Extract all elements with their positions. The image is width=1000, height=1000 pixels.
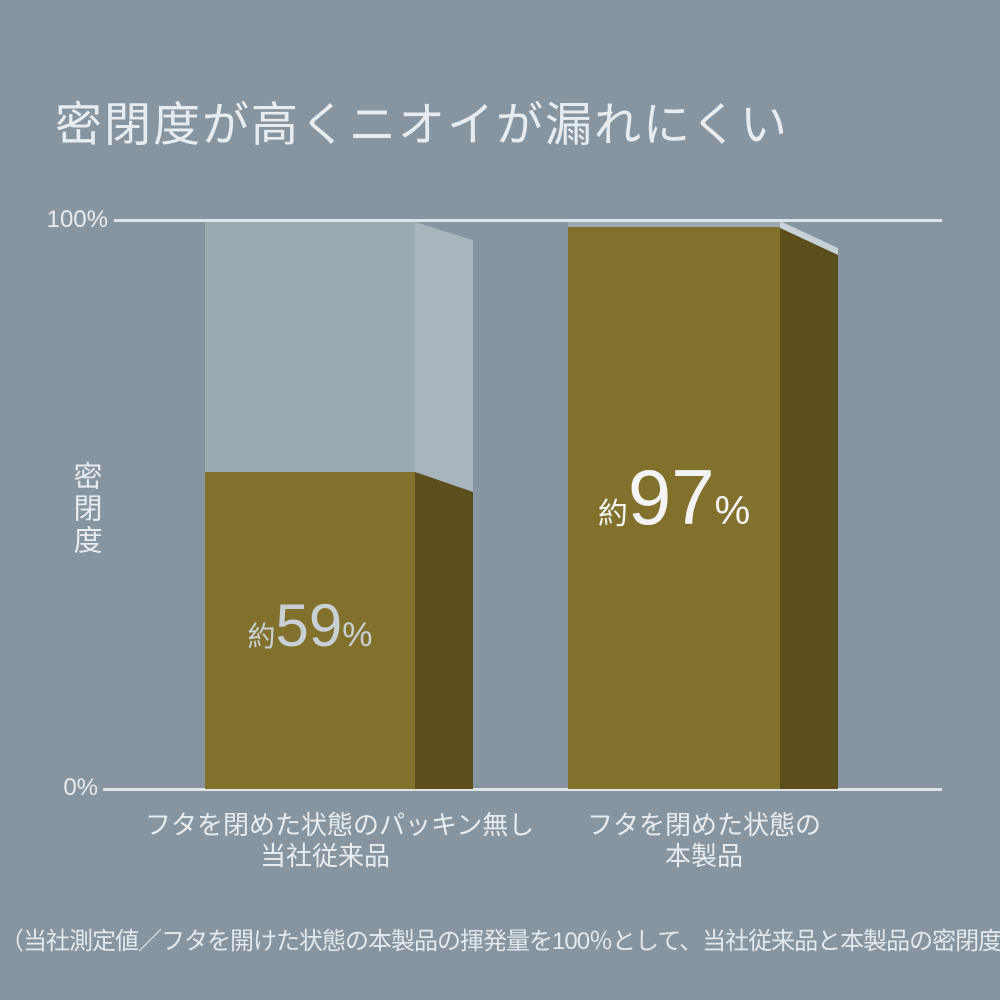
category-label-conventional: フタを閉めた状態のパッキン無し 当社従来品 — [145, 810, 535, 872]
bar-conventional-rest-front — [205, 222, 415, 472]
y-axis-label: 密閉度 — [69, 461, 101, 557]
bar-conventional-rest-side — [415, 222, 473, 492]
value-unit: % — [714, 489, 751, 533]
bar-conventional-fill-front — [205, 472, 415, 789]
category-label-line1: フタを閉めた状態のパッキン無し — [145, 810, 535, 840]
bar-conventional-fill-side — [415, 472, 473, 789]
value-prefix: 約 — [247, 621, 276, 652]
bar-product-rest-sliver — [780, 221, 838, 255]
category-label-line1: フタを閉めた状態の — [586, 810, 821, 840]
value-number: 97 — [627, 453, 715, 541]
gridline-100pct — [114, 219, 942, 222]
bar-product-fill-side — [780, 228, 838, 789]
value-label-product: 約 97% — [568, 458, 780, 536]
value-label-conventional: 約 59% — [205, 596, 415, 656]
category-label-product: フタを閉めた状態の 本製品 — [524, 810, 884, 872]
page-title: 密閉度が高くニオイが漏れにくい — [55, 98, 790, 151]
footnote: （当社測定値／フタを開けた状態の本製品の揮発量を100％として、当社従来品と本製… — [0, 928, 1000, 955]
category-label-line2: 当社従来品 — [259, 841, 390, 872]
value-unit: % — [342, 616, 373, 654]
value-prefix: 約 — [597, 498, 628, 531]
bar-product-rest-front — [568, 222, 780, 227]
y-axis-min-tick: 0% — [63, 774, 98, 801]
bar-product-fill-front — [568, 227, 780, 789]
value-number: 59 — [275, 592, 343, 659]
category-label-line2: 本製品 — [664, 841, 743, 872]
y-axis-max-tick: 100% — [46, 206, 108, 233]
gridline-0pct — [103, 788, 942, 791]
